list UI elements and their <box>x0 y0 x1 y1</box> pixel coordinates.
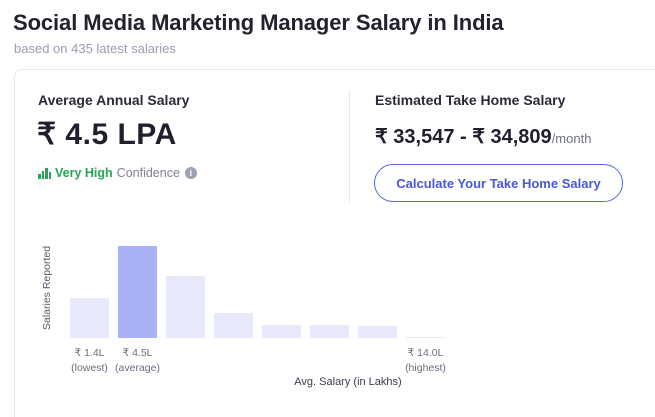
confidence-bars-icon <box>38 167 51 179</box>
average-salary-label: Average Annual Salary <box>38 92 190 108</box>
info-icon[interactable]: i <box>184 167 197 179</box>
confidence-indicator: Very High Confidence i <box>38 166 197 180</box>
take-home-value: ₹ 33,547 - ₹ 34,809/month <box>375 124 591 149</box>
confidence-level: Very High <box>55 166 113 180</box>
take-home-unit: /month <box>551 131 592 146</box>
card-divider <box>349 90 350 202</box>
take-home-label: Estimated Take Home Salary <box>375 92 566 108</box>
page-subtitle: based on 435 latest salaries <box>14 41 176 56</box>
average-salary-value: ₹ 4.5 LPA <box>37 118 177 151</box>
confidence-label: Confidence <box>116 166 180 180</box>
salary-card <box>14 69 655 417</box>
page-title: Social Media Marketing Manager Salary in… <box>13 10 504 35</box>
calculate-take-home-button[interactable]: Calculate Your Take Home Salary <box>374 164 623 202</box>
take-home-range: ₹ 33,547 - ₹ 34,809 <box>375 126 552 148</box>
